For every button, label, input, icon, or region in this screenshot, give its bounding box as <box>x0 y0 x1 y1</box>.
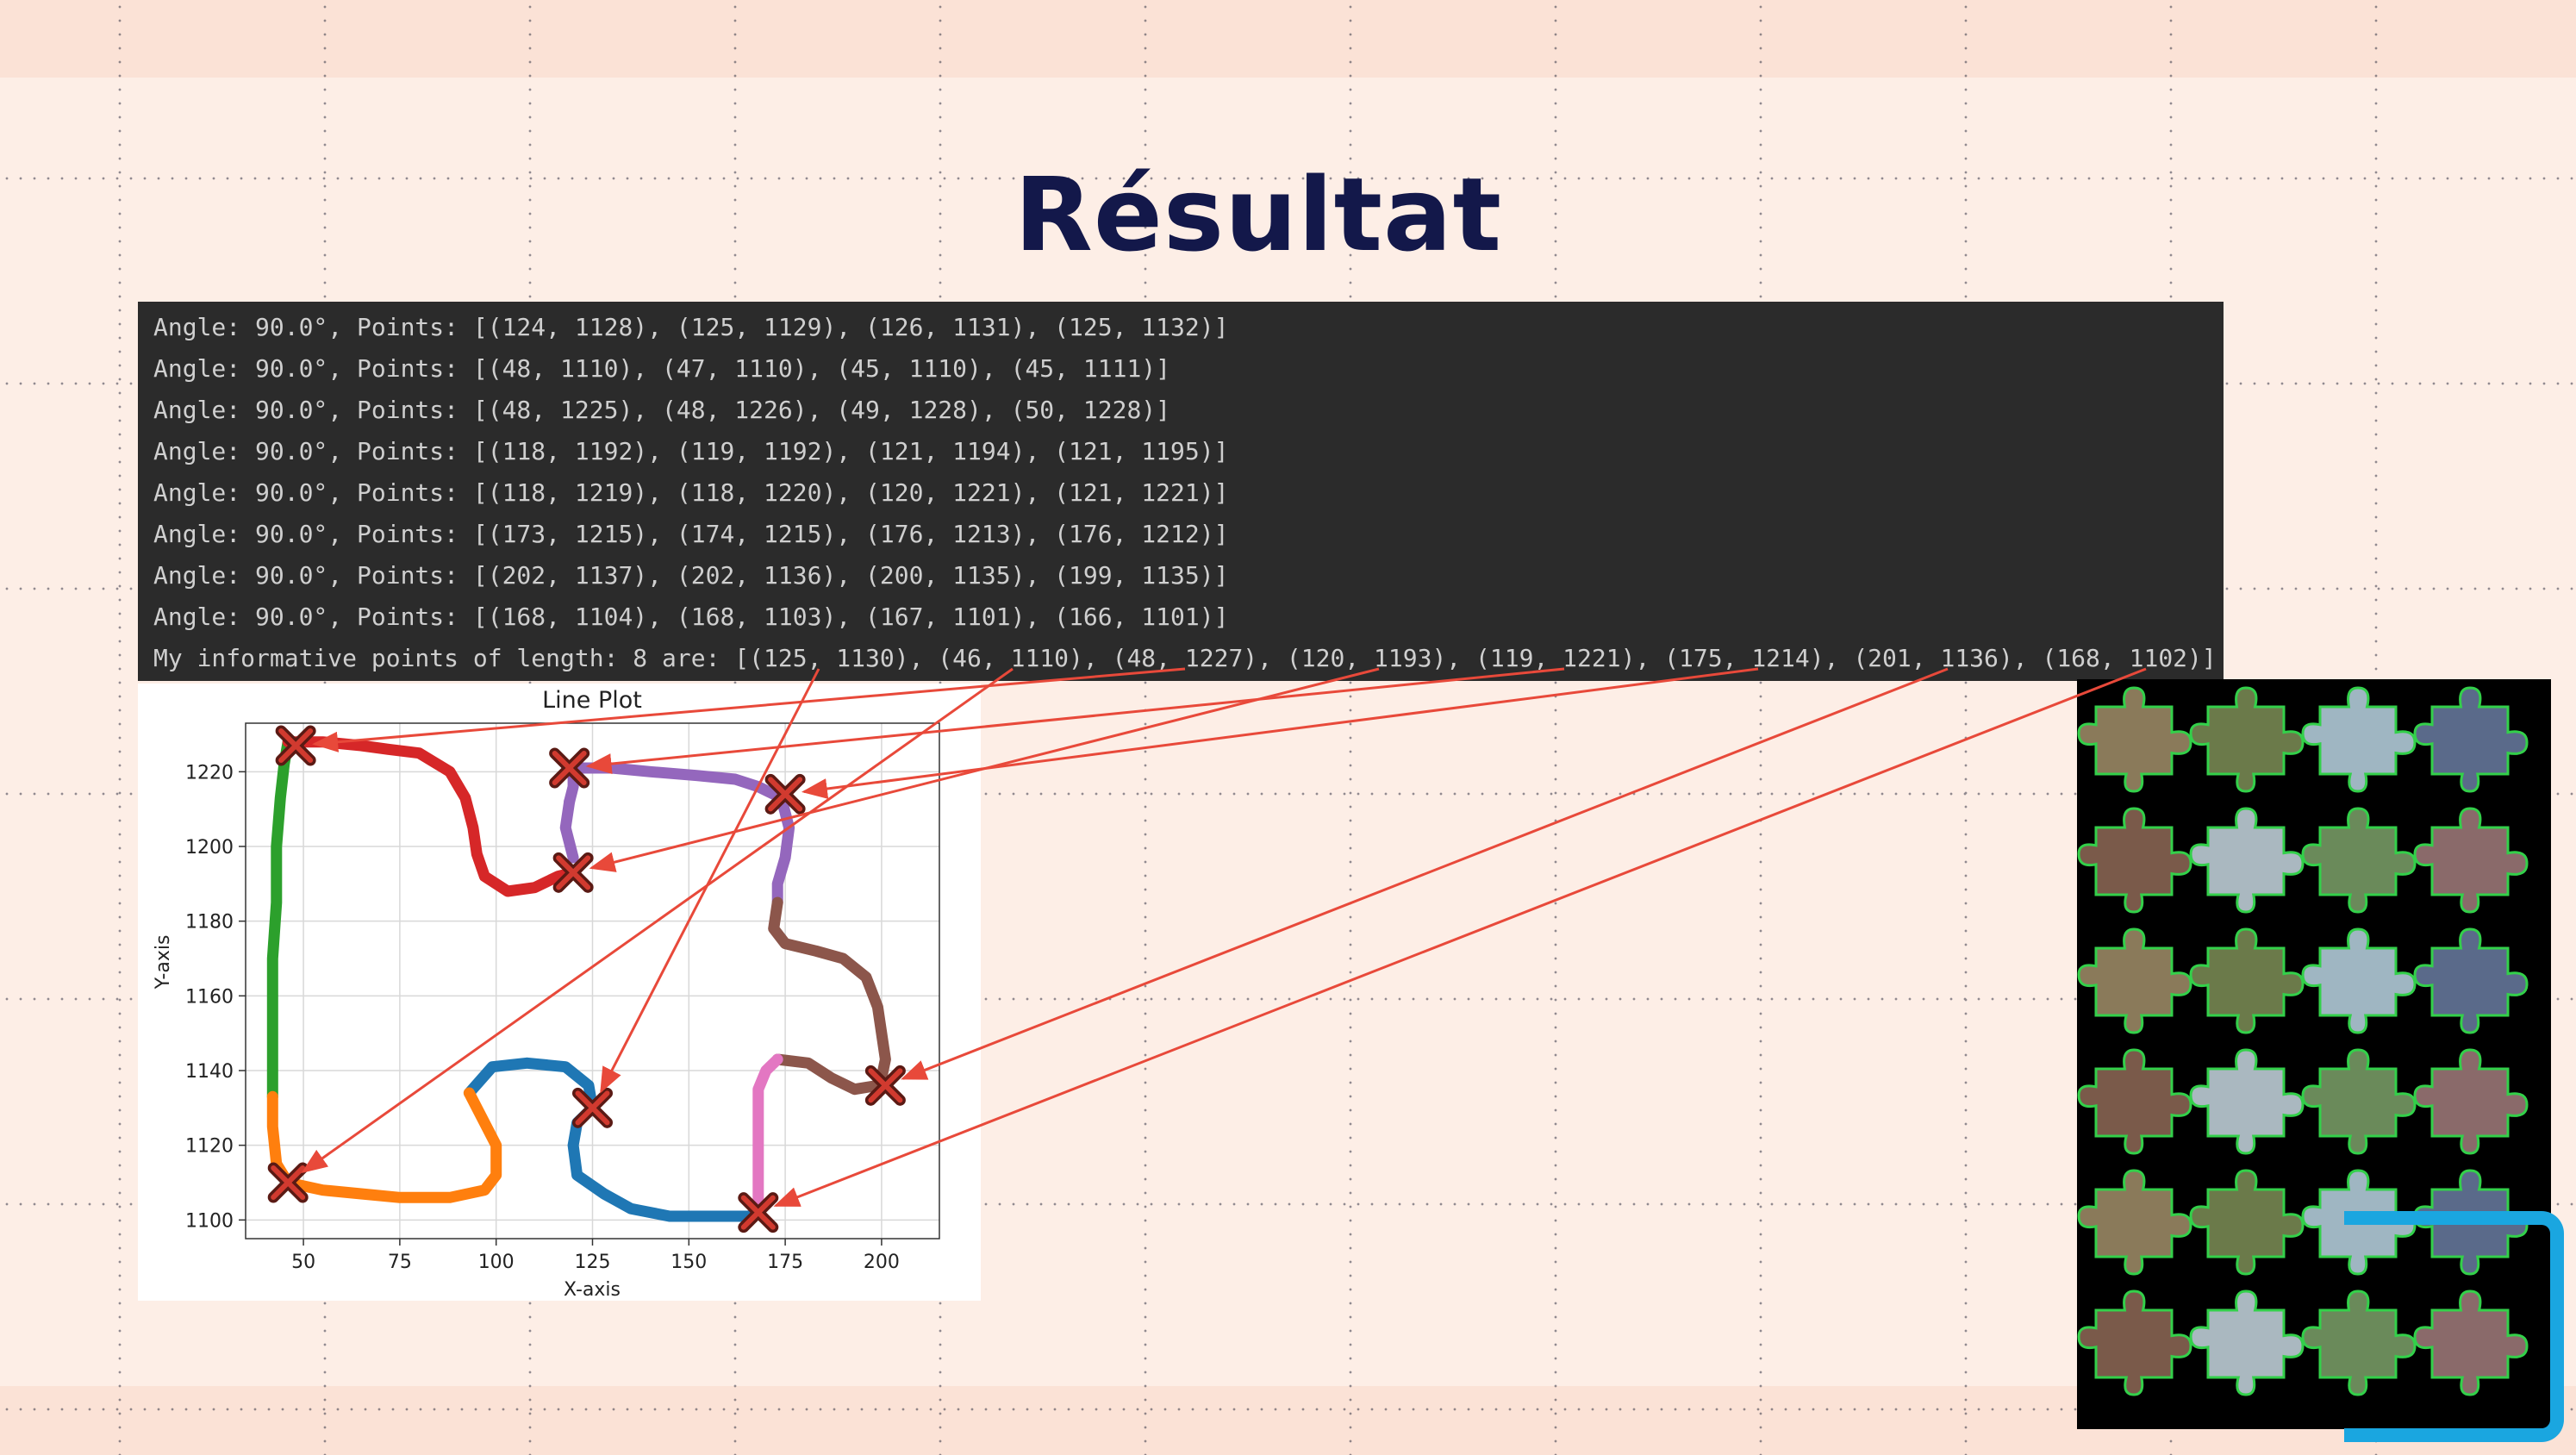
puzzle-piece <box>2301 1290 2417 1396</box>
y-tick-label: 1220 <box>185 762 234 784</box>
slide-title: Résultat <box>1014 155 1503 274</box>
annotation-arrow <box>585 667 1565 775</box>
puzzle-piece <box>2189 686 2305 793</box>
x-tick-label: 50 <box>291 1252 315 1273</box>
console-output: Angle: 90.0°, Points: [(124, 1128), (125… <box>138 302 2224 681</box>
puzzle-piece <box>2077 927 2192 1034</box>
plot-series-line <box>463 1057 598 1114</box>
x-tick-label: 175 <box>767 1252 803 1273</box>
plot-series-line <box>771 1053 883 1096</box>
annotation-arrow <box>773 667 2147 1207</box>
plot-series-line <box>559 796 579 864</box>
corner-marker <box>552 852 594 893</box>
puzzle-pieces-image <box>2077 679 2551 1429</box>
marker-stroke-inner <box>575 1090 610 1126</box>
marker-stroke-inner <box>556 855 591 890</box>
puzzle-piece <box>2413 1290 2529 1396</box>
plot-series-line <box>768 896 891 1091</box>
console-line: Angle: 90.0°, Points: [(173, 1215), (174… <box>153 520 1229 548</box>
puzzle-piece <box>2189 927 2305 1034</box>
puzzle-piece <box>2301 807 2417 914</box>
puzzle-piece <box>2301 1048 2417 1155</box>
annotation-arrow <box>312 667 1186 752</box>
puzzle-piece <box>2413 686 2529 793</box>
plot-series-line <box>567 1102 757 1222</box>
plot-x-axis-label: X-axis <box>564 1279 621 1301</box>
y-tick-label: 1200 <box>185 837 234 859</box>
puzzle-piece <box>2077 807 2192 914</box>
corner-marker <box>549 747 590 789</box>
puzzle-piece <box>2189 1048 2305 1155</box>
plot-series-line <box>282 736 579 897</box>
plot-y-axis-label: Y-axis <box>153 935 174 990</box>
puzzle-pieces-grid <box>2077 686 2529 1396</box>
console-line: Angle: 90.0°, Points: [(48, 1225), (48, … <box>153 396 1171 424</box>
x-tick-label: 200 <box>864 1252 900 1273</box>
console-line: Angle: 90.0°, Points: [(118, 1219), (118… <box>153 478 1229 507</box>
marker-stroke-inner <box>271 1165 306 1200</box>
x-tick-label: 75 <box>388 1252 412 1273</box>
plot-series-line <box>266 736 294 1102</box>
x-tick-label: 100 <box>478 1252 515 1273</box>
annotation-arrow <box>901 667 1949 1080</box>
corner-marker <box>267 1162 309 1203</box>
console-line: Angle: 90.0°, Points: [(118, 1192), (119… <box>153 437 1229 465</box>
y-tick-label: 1120 <box>185 1136 234 1158</box>
console-line: Angle: 90.0°, Points: [(202, 1137), (202… <box>153 561 1229 590</box>
y-tick-label: 1180 <box>185 912 234 934</box>
marker-stroke-inner <box>278 728 314 763</box>
puzzle-piece <box>2077 686 2192 793</box>
annotation-arrow <box>801 667 1759 799</box>
x-tick-label: 125 <box>575 1252 611 1273</box>
corner-marker <box>572 1087 613 1128</box>
marker-stroke-inner <box>868 1068 903 1103</box>
marker-stroke-inner <box>740 1195 776 1230</box>
corner-marker <box>738 1192 779 1233</box>
corner-marker <box>764 773 806 815</box>
puzzle-piece <box>2301 927 2417 1034</box>
annotation-arrow <box>600 668 820 1094</box>
console-line: Angle: 90.0°, Points: [(124, 1128), (125… <box>153 313 1229 341</box>
x-tick-label: 150 <box>671 1252 707 1273</box>
puzzle-piece <box>2413 807 2529 914</box>
puzzle-piece <box>2413 927 2529 1034</box>
corner-marker <box>864 1065 906 1106</box>
blue-corner-decoration <box>2344 1211 2564 1442</box>
plot-frame <box>245 722 940 1240</box>
puzzle-piece <box>2077 1048 2192 1155</box>
console-line: Angle: 90.0°, Points: [(168, 1104), (168… <box>153 603 1229 631</box>
puzzle-piece <box>2301 686 2417 793</box>
corner-marker <box>275 725 316 766</box>
puzzle-piece <box>2189 1169 2305 1276</box>
y-tick-label: 1100 <box>185 1210 234 1232</box>
puzzle-piece <box>2077 1169 2192 1276</box>
console-summary-line: My informative points of length: 8 are: … <box>153 644 2217 672</box>
line-plot-svg: Line Plot X-axis Y-axis 50 75 100 125 150 175… <box>153 687 940 1301</box>
marker-stroke-inner <box>768 777 803 812</box>
puzzle-piece <box>2413 1048 2529 1155</box>
plot-title: Line Plot <box>542 687 642 714</box>
puzzle-piece <box>2189 1290 2305 1396</box>
y-tick-label: 1160 <box>185 986 234 1008</box>
annotation-arrow <box>301 667 1014 1174</box>
puzzle-piece <box>2189 807 2305 914</box>
puzzle-piece <box>2077 1290 2192 1396</box>
marker-stroke-inner <box>552 751 587 785</box>
console-line: Angle: 90.0°, Points: [(48, 1110), (47, … <box>153 354 1171 383</box>
y-tick-label: 1140 <box>185 1061 234 1083</box>
